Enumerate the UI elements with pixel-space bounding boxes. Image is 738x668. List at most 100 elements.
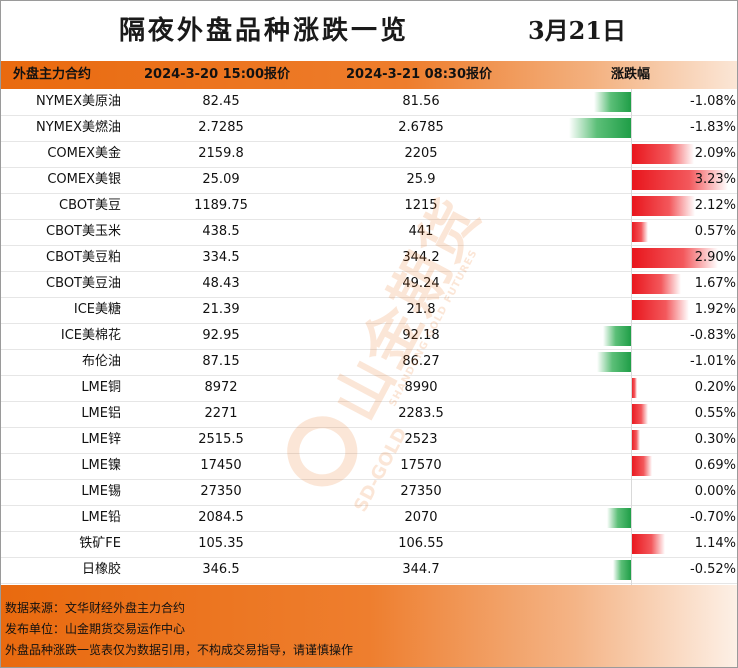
price-curr: 2523: [404, 432, 438, 447]
price-prev: 27350: [200, 484, 242, 499]
change-percent: 1.14%: [694, 536, 736, 551]
price-prev: 17450: [200, 458, 242, 473]
contract-name: LME铅: [81, 510, 121, 525]
column-header-contract: 外盘主力合约: [13, 67, 92, 82]
contract-name: CBOT美豆油: [46, 276, 121, 291]
column-header-change: 涨跌幅: [611, 67, 651, 82]
change-percent: 3.23%: [694, 172, 736, 187]
change-percent: 0.69%: [694, 458, 736, 473]
change-bar-up: [631, 404, 648, 424]
price-prev: 25.09: [202, 172, 240, 187]
footer-source: 数据来源：文华财经外盘主力合约: [5, 601, 186, 615]
change-bar-up: [631, 430, 640, 450]
change-bar-up: [631, 248, 719, 268]
price-prev: 2159.8: [198, 146, 244, 161]
price-prev: 334.5: [202, 250, 240, 265]
table-body: NYMEX美原油 82.45 81.56 -1.08% NYMEX美燃油 2.7285 2.…: [1, 89, 737, 585]
report-title: 隔夜外盘品种涨跌一览: [118, 16, 409, 46]
table-row: ICE美糖 21.39 21.8 1.92%: [1, 297, 737, 324]
change-bar-up: [631, 300, 689, 320]
change-bar-down: [569, 118, 631, 138]
table-row: ICE美棉花 92.95 92.18 -0.83%: [1, 323, 737, 350]
contract-name: LME锡: [81, 484, 121, 499]
price-prev: 346.5: [202, 562, 240, 577]
change-percent: 0.57%: [694, 224, 736, 239]
price-curr: 49.24: [402, 276, 440, 291]
table-row: COMEX美金 2159.8 2205 2.09%: [1, 141, 737, 168]
price-curr: 8990: [404, 380, 438, 395]
contract-name: 铁矿FE: [79, 536, 121, 551]
change-bar-up: [631, 274, 682, 294]
contract-name: LME镍: [81, 458, 121, 473]
contract-name: NYMEX美燃油: [35, 120, 121, 135]
footer-publisher: 发布单位：山金期货交易运作中心: [5, 622, 186, 636]
change-bar-up: [631, 534, 666, 554]
change-percent: 0.30%: [694, 432, 736, 447]
price-curr: 1215: [404, 198, 438, 213]
contract-name: LME锌: [81, 432, 121, 447]
price-prev: 2515.5: [198, 432, 244, 447]
table-row: CBOT美豆油 48.43 49.24 1.67%: [1, 271, 737, 298]
contract-name: ICE美糖: [73, 302, 121, 317]
contract-name: 布伦油: [81, 354, 121, 369]
change-percent: -1.83%: [690, 120, 736, 135]
change-bar-up: [631, 144, 694, 164]
price-curr: 86.27: [402, 354, 440, 369]
price-curr: 2205: [404, 146, 438, 161]
price-curr: 2283.5: [398, 406, 444, 421]
contract-name: LME铝: [81, 406, 121, 421]
contract-name: NYMEX美原油: [35, 94, 121, 109]
change-percent: 1.67%: [694, 276, 736, 291]
price-curr: 2.6785: [398, 120, 444, 135]
column-header-price-prev: 2024-3-20 15:00报价: [144, 67, 291, 82]
price-prev: 82.45: [202, 94, 240, 109]
change-bar-down: [594, 92, 631, 112]
price-curr: 92.18: [402, 328, 440, 343]
table-row: LME铝 2271 2283.5 0.55%: [1, 401, 737, 428]
price-prev: 92.95: [202, 328, 240, 343]
contract-name: LME铜: [81, 380, 121, 395]
report-date: 3月21日: [527, 16, 627, 45]
change-bar-up: [631, 170, 728, 190]
change-percent: 0.20%: [694, 380, 736, 395]
change-percent: -0.70%: [690, 510, 736, 525]
change-bar-up: [631, 456, 652, 476]
table-header: 外盘主力合约 2024-3-20 15:00报价 2024-3-21 08:30…: [1, 61, 737, 89]
price-prev: 2084.5: [198, 510, 244, 525]
table-row: LME锌 2515.5 2523 0.30%: [1, 427, 737, 454]
table-row: LME镍 17450 17570 0.69%: [1, 453, 737, 480]
change-percent: -0.52%: [690, 562, 736, 577]
change-bar-up: [631, 222, 649, 242]
price-prev: 438.5: [202, 224, 240, 239]
table-row: CBOT美豆粕 334.5 344.2 2.90%: [1, 245, 737, 272]
price-curr: 81.56: [402, 94, 440, 109]
table-row: NYMEX美原油 82.45 81.56 -1.08%: [1, 89, 737, 116]
table-row: LME铅 2084.5 2070 -0.70%: [1, 505, 737, 532]
price-curr: 25.9: [406, 172, 436, 187]
footer-disclaimer: 外盘品种涨跌一览表仅为数据引用，不构成交易指导，请谨慎操作: [5, 643, 354, 657]
change-percent: 0.00%: [694, 484, 736, 499]
price-curr: 27350: [400, 484, 442, 499]
price-prev: 105.35: [198, 536, 244, 551]
change-percent: -1.01%: [690, 354, 736, 369]
price-curr: 106.55: [398, 536, 444, 551]
column-header-price-curr: 2024-3-21 08:30报价: [346, 67, 493, 82]
contract-name: ICE美棉花: [60, 328, 121, 343]
change-bar-up: [631, 196, 695, 216]
change-percent: 2.12%: [694, 198, 736, 213]
table-row: 日橡胶 346.5 344.7 -0.52%: [1, 557, 737, 584]
table-row: LME锡 27350 27350 0.00%: [1, 479, 737, 506]
change-percent: -1.08%: [690, 94, 736, 109]
contract-name: CBOT美豆: [59, 198, 121, 213]
price-prev: 8972: [204, 380, 238, 395]
contract-name: 日橡胶: [81, 562, 121, 577]
change-percent: -0.83%: [690, 328, 736, 343]
contract-name: CBOT美玉米: [46, 224, 121, 239]
contract-name: COMEX美金: [47, 146, 121, 161]
table-row: 布伦油 87.15 86.27 -1.01%: [1, 349, 737, 376]
contract-name: CBOT美豆粕: [46, 250, 121, 265]
table-row: CBOT美豆 1189.75 1215 2.12%: [1, 193, 737, 220]
table-row: COMEX美银 25.09 25.9 3.23%: [1, 167, 737, 194]
price-curr: 2070: [404, 510, 438, 525]
